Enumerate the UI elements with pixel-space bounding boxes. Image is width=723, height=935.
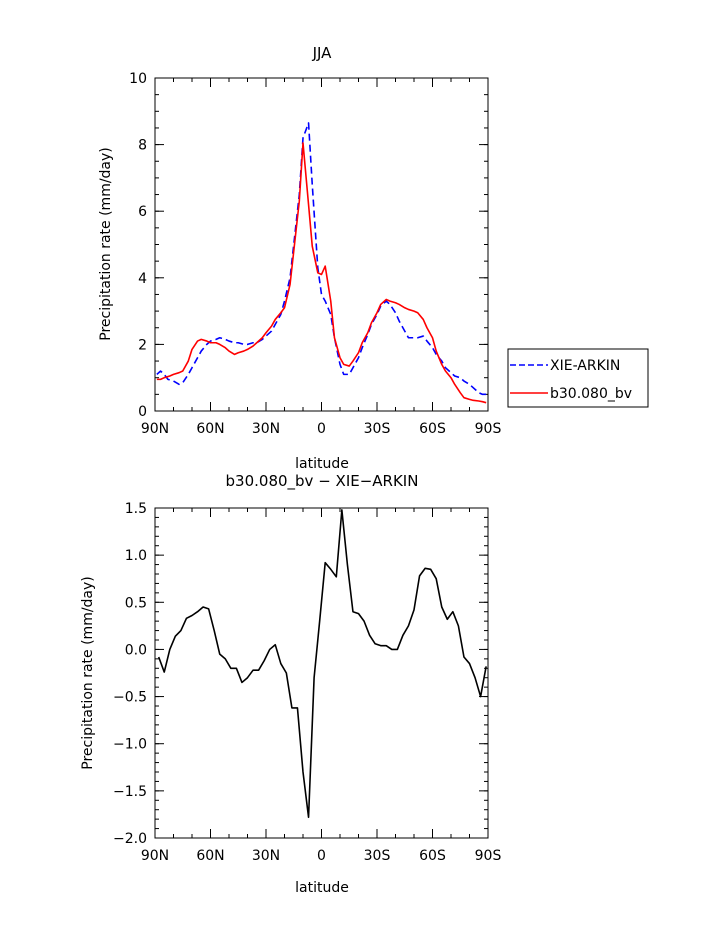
y-tick-label: −0.5 bbox=[113, 690, 147, 706]
series-line-0 bbox=[156, 122, 487, 396]
y-tick-label: 1.0 bbox=[125, 548, 147, 564]
y-tick-label: 0.0 bbox=[125, 642, 147, 658]
y-tick-label: 2 bbox=[138, 337, 147, 353]
x-tick-label: 90S bbox=[475, 421, 502, 437]
x-tick-label: 0 bbox=[317, 848, 326, 864]
y-tick-label: 0.5 bbox=[125, 595, 147, 611]
legend: XIE-ARKIN b30.080_bv bbox=[507, 348, 649, 408]
y-tick-label: 1.5 bbox=[125, 501, 147, 517]
y-tick-label: 4 bbox=[138, 271, 147, 287]
y-tick-label: 8 bbox=[138, 138, 147, 154]
top-plot-frame bbox=[154, 77, 489, 412]
series-line-0 bbox=[157, 509, 487, 819]
x-tick-label: 90N bbox=[141, 848, 169, 864]
top-y-axis-title: Precipitation rate (mm/day) bbox=[98, 147, 114, 341]
bottom-chart-title: b30.080_bv − XIE−ARKIN bbox=[226, 472, 419, 491]
bottom-plot-frame bbox=[154, 507, 489, 839]
x-tick-label: 60S bbox=[419, 848, 446, 864]
top-chart-title: JJA bbox=[312, 44, 333, 62]
series-line-1 bbox=[156, 142, 487, 404]
bottom-y-axis-title: Precipitation rate (mm/day) bbox=[80, 576, 96, 770]
y-tick-label: −2.0 bbox=[113, 831, 147, 847]
y-tick-label: 0 bbox=[138, 404, 147, 420]
legend-box bbox=[507, 348, 649, 408]
x-tick-label: 30S bbox=[364, 848, 391, 864]
x-tick-label: 60N bbox=[196, 421, 224, 437]
x-tick-label: 30S bbox=[364, 421, 391, 437]
top-series-lines bbox=[156, 122, 487, 404]
top-axis-ticks: 90N 60N 30N 0 30S 60S 90S 0 2 4 6 8 10 bbox=[129, 71, 501, 437]
y-tick-label: 6 bbox=[138, 204, 147, 220]
x-tick-label: 30N bbox=[252, 421, 280, 437]
bottom-x-axis-title: latitude bbox=[295, 880, 349, 896]
y-tick-label: 10 bbox=[129, 71, 147, 87]
x-tick-label: 90S bbox=[475, 848, 502, 864]
x-tick-label: 90N bbox=[141, 421, 169, 437]
legend-label-xie-arkin: XIE-ARKIN bbox=[550, 358, 620, 374]
x-tick-label: 0 bbox=[317, 421, 326, 437]
x-tick-label: 30N bbox=[252, 848, 280, 864]
bottom-series-lines bbox=[157, 509, 487, 819]
bottom-chart: b30.080_bv − XIE−ARKIN 90N 60N 30N 0 30S 60S 9… bbox=[80, 472, 501, 896]
legend-label-b30: b30.080_bv bbox=[550, 386, 632, 402]
x-tick-label: 60N bbox=[196, 848, 224, 864]
top-x-axis-title: latitude bbox=[295, 456, 349, 472]
y-tick-label: −1.5 bbox=[113, 784, 147, 800]
x-tick-label: 60S bbox=[419, 421, 446, 437]
y-tick-label: −1.0 bbox=[113, 737, 147, 753]
bottom-axis-ticks: 90N 60N 30N 0 30S 60S 90S −2.0 −1.5 −1.0 −0.5 0.0 0.… bbox=[113, 501, 501, 864]
